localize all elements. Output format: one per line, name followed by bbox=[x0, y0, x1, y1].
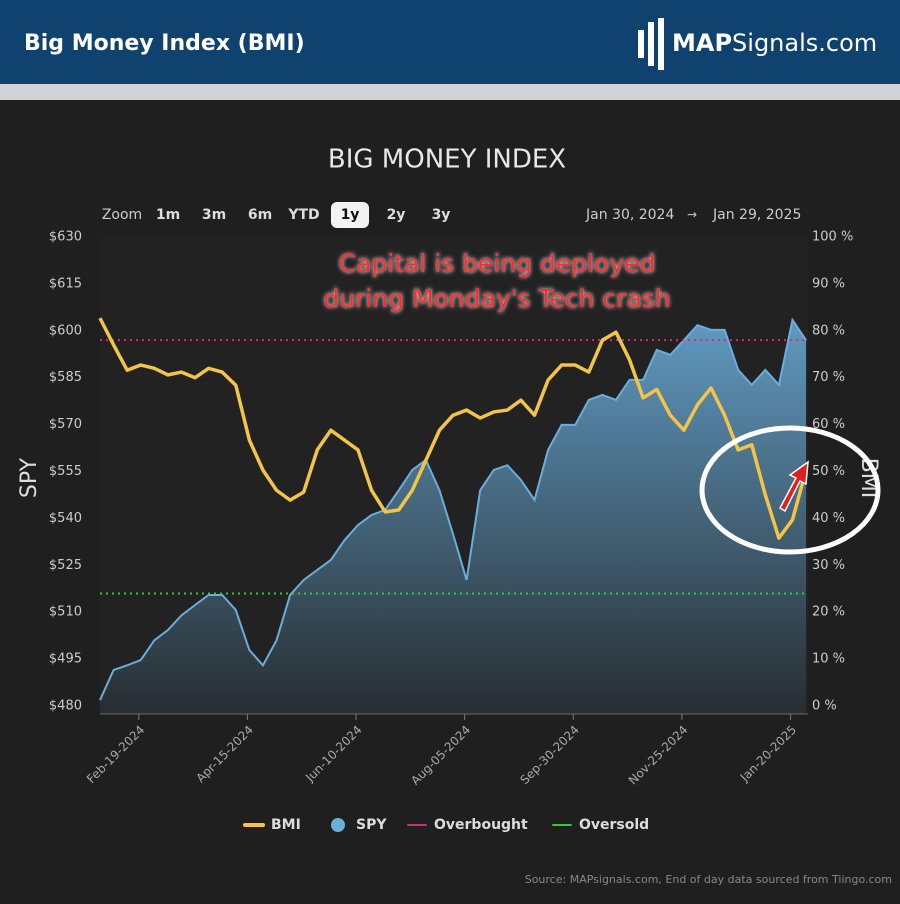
range-button[interactable]: 1y bbox=[341, 207, 360, 223]
spy-area bbox=[100, 319, 807, 714]
range-button[interactable]: 3m bbox=[202, 207, 226, 223]
plot bbox=[98, 237, 808, 715]
y-tick-label: $600 bbox=[49, 323, 82, 338]
chart-title: BIG MONEY INDEX bbox=[328, 145, 566, 175]
legend-label[interactable]: Overbought bbox=[434, 817, 528, 833]
header-bar bbox=[0, 0, 900, 84]
y-tick-label: $480 bbox=[49, 699, 82, 714]
spy-line bbox=[99, 317, 807, 701]
header-band bbox=[0, 84, 900, 100]
x-tick-label: Jun-10-2024 bbox=[302, 723, 364, 785]
y-axis-title: SPY bbox=[17, 457, 42, 498]
x-tick-label: Jan-20-2025 bbox=[737, 723, 799, 785]
logo: MAPSignals.com bbox=[672, 29, 877, 57]
range-to: Jan 29, 2025 bbox=[712, 207, 801, 223]
y2-tick-label: 70 % bbox=[812, 370, 845, 385]
logo-bold: MAP bbox=[672, 29, 732, 57]
y-tick-label: $510 bbox=[49, 605, 82, 620]
header-title: Big Money Index (BMI) bbox=[24, 31, 305, 56]
source-note: Source: MAPsignals.com, End of day data … bbox=[525, 873, 892, 886]
range-button[interactable]: 1m bbox=[156, 207, 180, 223]
highlight-ellipse bbox=[699, 425, 881, 555]
x-tick-label: Apr-15-2024 bbox=[193, 723, 256, 786]
range-button[interactable]: 2y bbox=[387, 207, 406, 223]
y-tick-label: $570 bbox=[49, 417, 82, 432]
zoom-label: Zoom bbox=[102, 207, 142, 223]
range-button[interactable]: 6m bbox=[248, 207, 272, 223]
y-tick-label: $630 bbox=[49, 230, 82, 245]
y-tick-label: $540 bbox=[49, 511, 82, 526]
range-button[interactable]: YTD bbox=[287, 207, 319, 223]
x-tick-label: Feb-19-2024 bbox=[84, 723, 147, 786]
range-button-bg bbox=[331, 202, 369, 228]
y2-tick-label: 10 % bbox=[812, 652, 845, 667]
y-tick-label: $615 bbox=[49, 276, 82, 291]
y2-tick-label: 100 % bbox=[812, 230, 853, 245]
y-tick-label: $585 bbox=[49, 370, 82, 385]
y2-tick-label: 20 % bbox=[812, 605, 845, 620]
x-tick-label: Aug-05-2024 bbox=[408, 723, 473, 788]
y2-tick-label: 90 % bbox=[812, 276, 845, 291]
range-button[interactable]: 3y bbox=[432, 207, 451, 223]
x-tick-label: Sep-30-2024 bbox=[517, 723, 581, 787]
legend-label[interactable]: BMI bbox=[271, 817, 301, 833]
annotation: during Monday's Tech crash bbox=[323, 284, 670, 313]
y-tick-label: $555 bbox=[49, 464, 82, 479]
legend-swatch bbox=[331, 818, 345, 832]
y2-tick-label: 60 % bbox=[812, 417, 845, 432]
logo-rest: Signals.com bbox=[732, 29, 877, 57]
red-arrow bbox=[779, 460, 809, 513]
y-tick-label: $525 bbox=[49, 558, 82, 573]
logo-icon bbox=[638, 18, 664, 70]
y2-tick-label: 50 % bbox=[812, 464, 845, 479]
legend-label[interactable]: Oversold bbox=[579, 817, 649, 833]
range-from: Jan 30, 2024 bbox=[585, 207, 674, 223]
y2-tick-label: 0 % bbox=[812, 699, 837, 714]
x-tick-label: Nov-25-2024 bbox=[626, 723, 691, 788]
y2-tick-label: 30 % bbox=[812, 558, 845, 573]
y2-tick-label: 80 % bbox=[812, 323, 845, 338]
bmi-line bbox=[98, 317, 808, 540]
range-arrow: → bbox=[687, 208, 697, 222]
y-tick-label: $495 bbox=[49, 652, 82, 667]
annotation: Capital is being deployed bbox=[339, 249, 656, 278]
legend-label[interactable]: SPY bbox=[356, 817, 387, 833]
y2-tick-label: 40 % bbox=[812, 511, 845, 526]
